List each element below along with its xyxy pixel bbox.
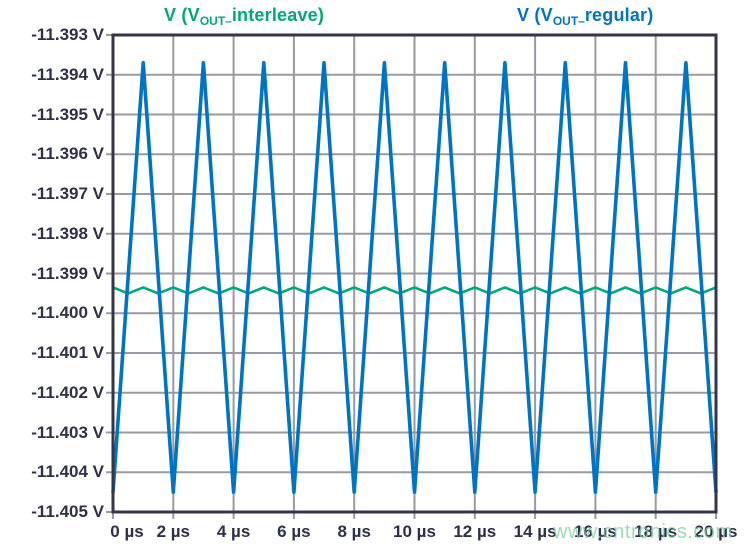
- x-tick-label: 4 µs: [216, 522, 251, 541]
- legend-regular-prefix: V (V: [517, 5, 553, 25]
- x-tick-label: 0 µs: [110, 522, 144, 541]
- x-tick-label: 20 µs: [694, 522, 738, 541]
- x-tick-label: 12 µs: [453, 522, 497, 541]
- x-tick-label: 18 µs: [634, 522, 678, 541]
- x-tick-label: 14 µs: [513, 522, 557, 541]
- x-tick-label: 10 µs: [393, 522, 436, 541]
- legend-interleave-prefix: V (V: [164, 5, 200, 25]
- legend-regular-subscript: OUT–: [552, 14, 585, 28]
- y-tick-label: -11.394 V: [31, 64, 104, 84]
- legend-interleave: V (VOUT–interleave): [164, 5, 324, 28]
- y-tick-label: -11.401 V: [31, 343, 104, 362]
- legend-regular: V (VOUT–regular): [517, 5, 653, 28]
- x-tick-label: 2 µs: [156, 522, 191, 541]
- legend-regular-rest: regular): [584, 5, 654, 25]
- legend-interleave-rest: interleave): [231, 5, 325, 25]
- y-tick-label: -11.402 V: [31, 382, 104, 402]
- trace-regular: [111, 60, 718, 494]
- trace-interleave: [111, 286, 718, 295]
- y-tick-label: -11.405 V: [31, 502, 104, 521]
- y-tick-label: -11.403 V: [31, 422, 104, 442]
- y-tick-label: -11.400 V: [31, 303, 104, 323]
- y-tick-label: -11.397 V: [31, 184, 104, 203]
- plot-frame: [111, 33, 718, 514]
- y-tick-label: -11.404 V: [31, 462, 104, 482]
- x-tick-label: 16 µs: [573, 522, 617, 541]
- y-tick-label: -11.399 V: [31, 263, 104, 283]
- y-tick-label: -11.393 V: [31, 25, 104, 44]
- legend-interleave-subscript: OUT–: [199, 14, 232, 28]
- x-tick-label: 8 µs: [337, 522, 371, 541]
- x-tick-label: 6 µs: [277, 522, 311, 541]
- y-tick-label: -11.398 V: [31, 223, 104, 243]
- y-tick-label: -11.395 V: [31, 104, 104, 124]
- y-tick-label: -11.396 V: [31, 144, 104, 164]
